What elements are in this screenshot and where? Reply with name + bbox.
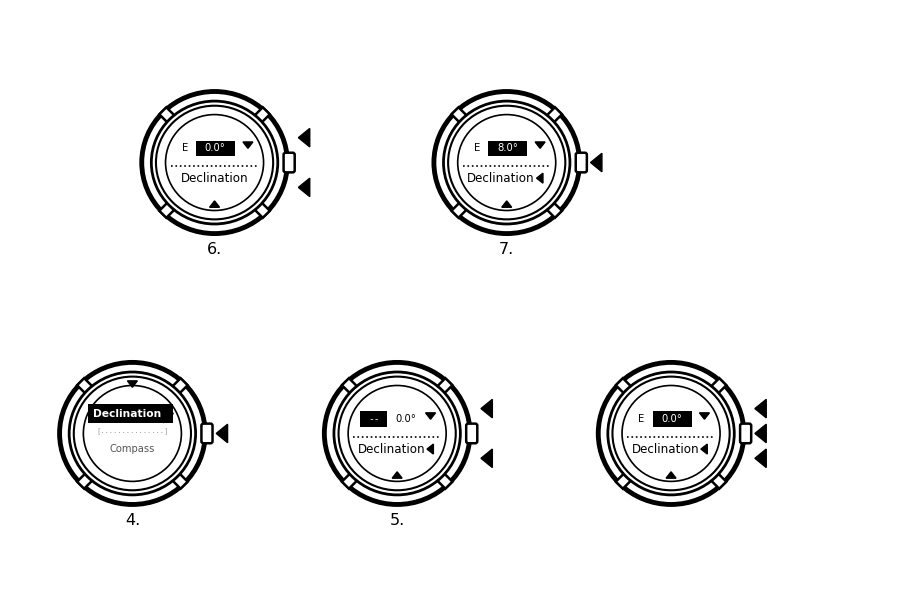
Polygon shape	[615, 471, 633, 489]
Ellipse shape	[622, 385, 720, 482]
Polygon shape	[481, 399, 492, 418]
Ellipse shape	[142, 92, 288, 234]
Text: 7.: 7.	[499, 242, 514, 256]
FancyBboxPatch shape	[467, 424, 477, 443]
Ellipse shape	[83, 385, 182, 482]
Text: E: E	[474, 143, 480, 154]
Text: 5.: 5.	[390, 513, 404, 527]
Polygon shape	[699, 413, 709, 419]
Text: Declination: Declination	[467, 172, 535, 185]
Ellipse shape	[156, 106, 273, 219]
Text: E: E	[638, 414, 645, 424]
Text: Declination: Declination	[632, 442, 699, 456]
Polygon shape	[481, 449, 492, 468]
Polygon shape	[253, 200, 270, 218]
Polygon shape	[755, 449, 766, 468]
Ellipse shape	[334, 372, 460, 495]
Ellipse shape	[339, 377, 456, 490]
Text: Declination: Declination	[92, 409, 161, 418]
Text: 8.0°: 8.0°	[497, 143, 518, 154]
Polygon shape	[163, 405, 173, 423]
Polygon shape	[216, 424, 227, 442]
Polygon shape	[425, 413, 436, 419]
Polygon shape	[755, 424, 766, 442]
Polygon shape	[591, 154, 602, 172]
Text: Declination: Declination	[358, 442, 425, 456]
Polygon shape	[299, 128, 310, 147]
Polygon shape	[341, 471, 359, 489]
Text: E: E	[182, 143, 188, 154]
Polygon shape	[77, 378, 94, 396]
Text: 0.0°: 0.0°	[395, 414, 416, 424]
FancyBboxPatch shape	[576, 153, 587, 172]
Ellipse shape	[448, 106, 565, 219]
Polygon shape	[755, 399, 766, 418]
Text: Compass: Compass	[110, 444, 155, 454]
Ellipse shape	[457, 114, 556, 211]
Text: --: --	[368, 415, 380, 424]
Ellipse shape	[598, 362, 744, 504]
Polygon shape	[299, 178, 310, 197]
FancyBboxPatch shape	[202, 424, 213, 443]
Text: 6.: 6.	[207, 242, 222, 256]
FancyBboxPatch shape	[488, 140, 528, 156]
Text: Declination: Declination	[181, 172, 248, 185]
Text: 4.: 4.	[125, 513, 140, 527]
Polygon shape	[427, 444, 434, 454]
FancyBboxPatch shape	[361, 411, 387, 427]
Polygon shape	[171, 471, 188, 489]
Ellipse shape	[348, 385, 446, 482]
Polygon shape	[535, 142, 545, 148]
Polygon shape	[210, 201, 219, 207]
Ellipse shape	[165, 114, 264, 211]
Ellipse shape	[74, 377, 191, 490]
Polygon shape	[701, 444, 708, 454]
Polygon shape	[502, 201, 511, 207]
Polygon shape	[451, 200, 468, 218]
Polygon shape	[77, 471, 94, 489]
Text: [...............]: [...............]	[96, 427, 169, 434]
FancyBboxPatch shape	[88, 405, 173, 423]
Text: 0.0°: 0.0°	[661, 414, 682, 424]
FancyBboxPatch shape	[196, 140, 236, 156]
FancyBboxPatch shape	[740, 424, 751, 443]
Ellipse shape	[613, 377, 729, 490]
FancyBboxPatch shape	[653, 411, 692, 427]
Polygon shape	[253, 107, 270, 125]
Polygon shape	[243, 142, 253, 148]
Polygon shape	[159, 200, 176, 218]
Polygon shape	[666, 472, 676, 478]
Polygon shape	[393, 472, 402, 478]
Text: 0.0°: 0.0°	[205, 143, 226, 154]
Polygon shape	[128, 381, 137, 387]
Ellipse shape	[444, 101, 570, 224]
Polygon shape	[171, 378, 188, 396]
Ellipse shape	[69, 372, 195, 495]
Polygon shape	[159, 107, 176, 125]
Polygon shape	[545, 200, 562, 218]
Polygon shape	[436, 378, 453, 396]
Polygon shape	[709, 378, 727, 396]
Polygon shape	[545, 107, 562, 125]
Polygon shape	[451, 107, 468, 125]
Ellipse shape	[434, 92, 580, 234]
Polygon shape	[615, 378, 633, 396]
Ellipse shape	[324, 362, 470, 504]
FancyBboxPatch shape	[284, 153, 295, 172]
Ellipse shape	[608, 372, 734, 495]
Polygon shape	[341, 378, 359, 396]
Polygon shape	[709, 471, 727, 489]
Ellipse shape	[59, 362, 205, 504]
Ellipse shape	[152, 101, 278, 224]
Polygon shape	[436, 471, 453, 489]
Polygon shape	[537, 173, 543, 183]
